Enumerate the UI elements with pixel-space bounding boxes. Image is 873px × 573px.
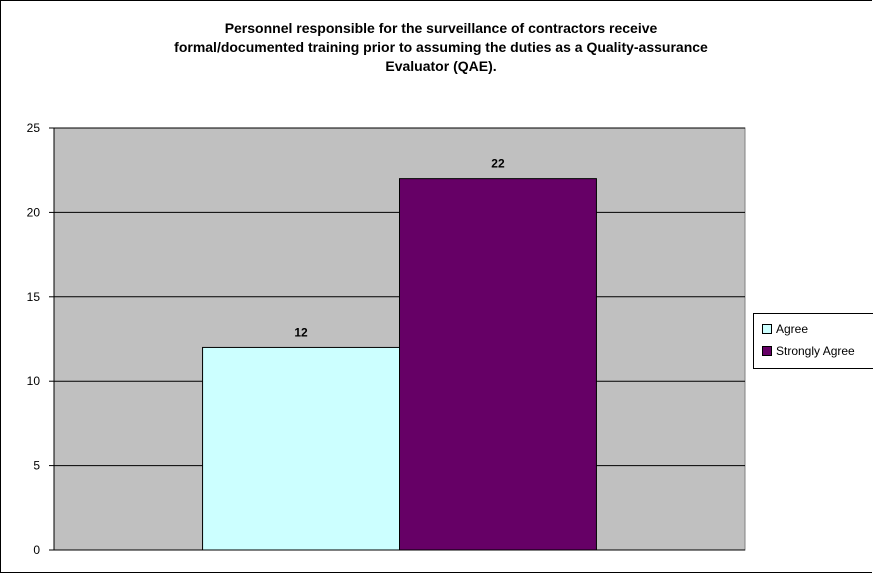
data-label-strongly-agree: 22 — [491, 157, 505, 171]
chart-title-line: Personnel responsible for the surveillan… — [224, 20, 658, 36]
y-tick-label: 15 — [27, 290, 41, 304]
y-tick-label: 20 — [27, 205, 41, 219]
legend-item-agree: Agree — [762, 321, 808, 337]
chart-title-line: Evaluator (QAE). — [385, 58, 497, 74]
legend-label-strongly-agree: Strongly Agree — [776, 344, 855, 358]
bar-strongly-agree — [399, 178, 597, 551]
y-tick-label: 5 — [33, 459, 40, 473]
y-tick-label: 25 — [27, 121, 41, 135]
legend-swatch-agree — [762, 324, 772, 334]
y-tick-label: 0 — [33, 543, 40, 557]
bar-agree — [202, 346, 400, 551]
legend-swatch-strongly-agree — [762, 346, 772, 356]
legend-label-agree: Agree — [776, 322, 809, 336]
data-label-agree: 12 — [294, 325, 308, 339]
chart-title-line: formal/documented training prior to assu… — [174, 39, 708, 55]
legend-item-strongly-agree: Strongly Agree — [762, 343, 855, 359]
chart-title: Personnel responsible for the surveillan… — [61, 19, 821, 76]
legend: Agree Strongly Agree — [753, 313, 873, 369]
y-tick-label: 10 — [27, 374, 41, 388]
